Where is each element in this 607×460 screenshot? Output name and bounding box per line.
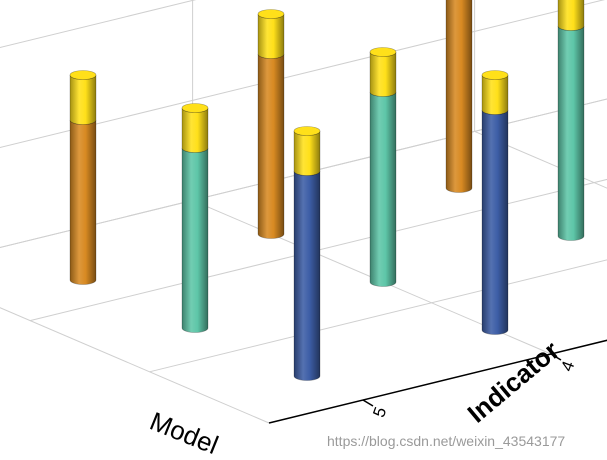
bar-B-3 bbox=[557, 0, 585, 241]
bar-cap bbox=[481, 74, 509, 115]
bar-B-4 bbox=[369, 47, 397, 287]
bar-body bbox=[181, 147, 209, 333]
bar-A-5 bbox=[293, 126, 321, 381]
bar-B-5 bbox=[181, 103, 209, 333]
bar-top bbox=[369, 47, 397, 57]
bar-body bbox=[257, 53, 285, 239]
gridline-floor bbox=[0, 98, 607, 249]
gridline-floor bbox=[474, 130, 607, 189]
bar-body bbox=[557, 25, 585, 241]
x-axis-title: Model bbox=[146, 406, 223, 460]
bar-top bbox=[481, 70, 509, 80]
gridline-floor bbox=[0, 307, 270, 424]
y-tick bbox=[362, 399, 374, 407]
watermark: https://blog.csdn.net/weixin_43543177 bbox=[327, 433, 565, 449]
gridline-floor bbox=[149, 259, 607, 373]
bars bbox=[69, 0, 585, 381]
y-tick bbox=[550, 353, 562, 361]
y-tick-label: 5 bbox=[369, 404, 390, 419]
bar-top bbox=[181, 103, 209, 113]
bar-C-5 bbox=[69, 70, 97, 285]
gridline-z bbox=[0, 0, 197, 49]
bar-cap bbox=[293, 130, 321, 176]
y-axis-title: Indicator bbox=[462, 335, 565, 429]
bar-C-4 bbox=[257, 9, 285, 239]
bar-cap bbox=[69, 74, 97, 125]
bar-A-4 bbox=[481, 70, 509, 335]
bar-C-3 bbox=[445, 0, 473, 193]
bar-body bbox=[293, 170, 321, 381]
bar-cap bbox=[181, 107, 209, 153]
gridline-z bbox=[0, 0, 606, 149]
bar-body bbox=[369, 91, 397, 287]
bar-cap bbox=[369, 51, 397, 97]
bar-body bbox=[481, 109, 509, 335]
bar-top bbox=[69, 70, 97, 80]
bar-body bbox=[445, 0, 473, 193]
bar-body bbox=[69, 119, 97, 285]
bar-cap bbox=[257, 13, 285, 59]
axes bbox=[268, 339, 607, 424]
bar-cap bbox=[557, 0, 585, 31]
bar-top bbox=[257, 9, 285, 19]
bar-top bbox=[293, 126, 321, 136]
y-axis-line bbox=[268, 339, 607, 424]
